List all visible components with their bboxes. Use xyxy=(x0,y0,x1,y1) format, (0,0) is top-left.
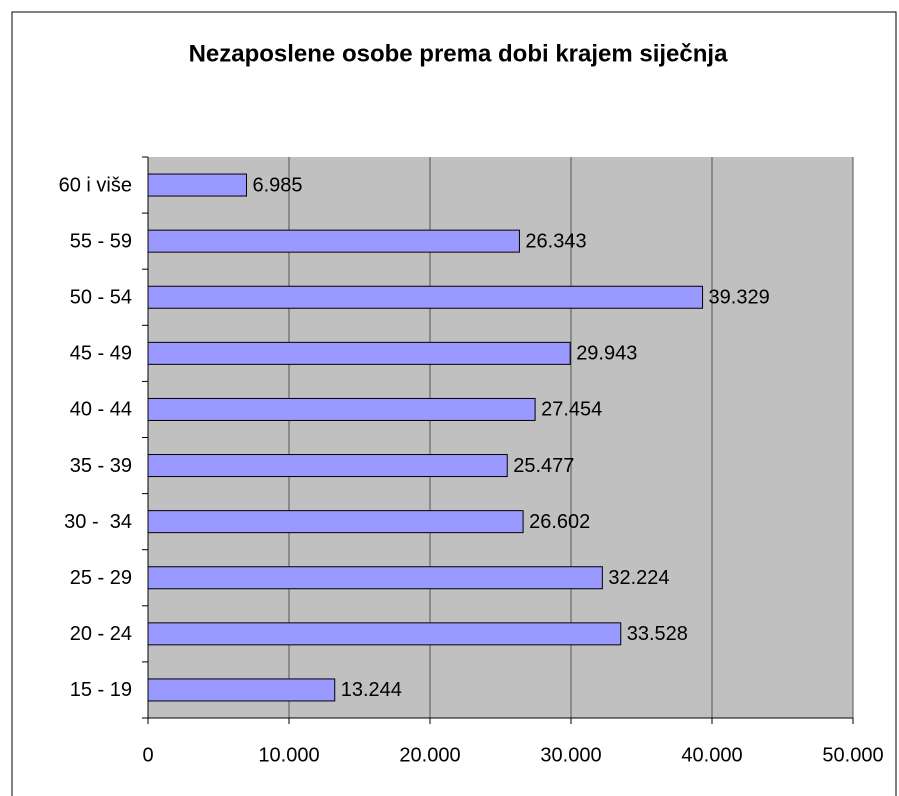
bar xyxy=(147,397,536,421)
bar xyxy=(147,622,622,646)
x-tick-label: 10.000 xyxy=(258,744,319,766)
y-tick-label: 45 - 49 xyxy=(70,343,132,365)
x-tick-label: 20.000 xyxy=(399,744,460,766)
data-label: 32.224 xyxy=(608,567,669,589)
bar xyxy=(147,510,524,534)
x-tick-label: 30.000 xyxy=(540,744,601,766)
x-tick-label: 40.000 xyxy=(681,744,742,766)
bar xyxy=(147,229,520,253)
y-tick-label: 35 - 39 xyxy=(70,455,132,477)
data-label: 27.454 xyxy=(541,399,602,421)
y-tick-label: 40 - 44 xyxy=(70,399,132,421)
bar xyxy=(147,454,508,478)
data-label: 25.477 xyxy=(513,455,574,477)
data-label: 33.528 xyxy=(627,623,688,645)
bar xyxy=(147,678,336,702)
y-tick-label: 50 - 54 xyxy=(70,287,132,309)
data-label: 13.244 xyxy=(341,679,402,701)
y-tick-label: 20 - 24 xyxy=(70,623,132,645)
x-tick-label: 50.000 xyxy=(822,744,883,766)
bar xyxy=(147,566,603,590)
y-tick-label: 30 - 34 xyxy=(64,511,132,533)
data-label: 6.985 xyxy=(252,174,302,196)
y-tick-label: 25 - 29 xyxy=(70,567,132,589)
x-tick-label: 0 xyxy=(142,744,153,766)
data-label: 39.329 xyxy=(709,287,770,309)
data-label: 26.602 xyxy=(529,511,590,533)
chart-title: Nezaposlene osobe prema dobi krajem sije… xyxy=(189,40,729,67)
y-tick-label: 60 i više xyxy=(59,174,132,196)
y-tick-label: 55 - 59 xyxy=(70,230,132,252)
data-label: 26.343 xyxy=(525,230,586,252)
bar xyxy=(147,173,247,197)
y-tick-label: 15 - 19 xyxy=(70,679,132,701)
bar xyxy=(147,285,704,309)
data-label: 29.943 xyxy=(576,343,637,365)
bar xyxy=(147,341,571,365)
